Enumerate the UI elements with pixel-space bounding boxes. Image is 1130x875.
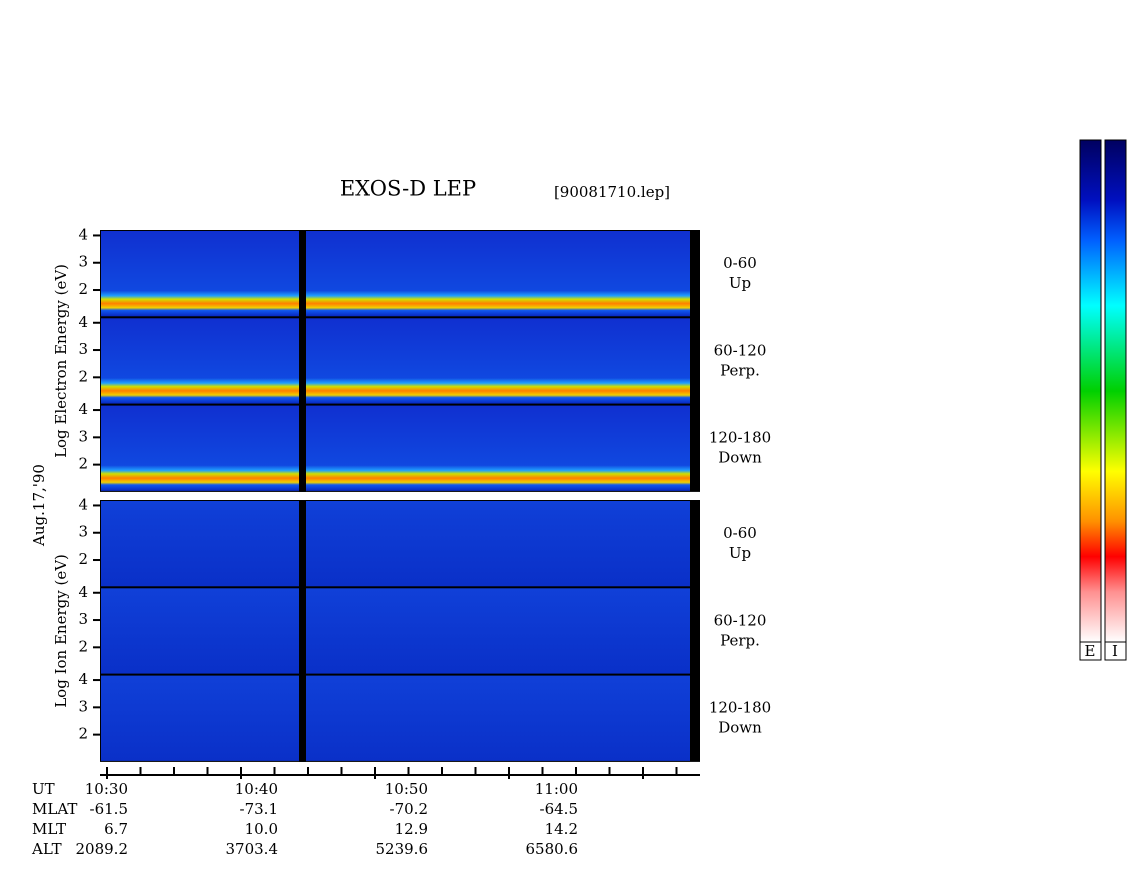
pitch-angle: 120-180 [709,429,771,447]
direction: Down [718,449,762,467]
y-tick-label: 3 [78,610,88,628]
y-tick-label: 3 [78,340,88,358]
spectrogram [101,405,690,491]
axis-label: Log Electron Energy (eV) [52,264,70,458]
colorbar [1079,139,1102,643]
y-tick-label: 3 [78,523,88,541]
pitch-angle: 0-60 [723,254,757,272]
cell: 5239.6 [376,840,429,858]
title: EXOS-D LEP [340,177,476,201]
direction: Up [729,544,751,562]
spectrogram [101,231,690,317]
colorbar-label: E [1085,642,1096,660]
y-tick-label: 4 [78,495,88,513]
row-label: ALT [31,840,62,858]
direction: Perp. [720,361,760,379]
direction: Down [718,719,762,737]
axis-label: Log Ion Energy (eV) [52,554,70,708]
colorbar-label: I [1112,642,1118,660]
cell: 10:50 [385,780,428,798]
data-gap [299,317,306,405]
cell: 6580.6 [526,840,579,858]
y-tick-label: 2 [78,637,88,655]
y-tick-label: 3 [78,427,88,445]
data-gap [299,230,306,318]
y-tick-label: 3 [78,253,88,271]
y-tick-label: 4 [78,670,88,688]
cell: 3703.4 [226,840,279,858]
y-tick-label: 4 [78,583,88,601]
y-tick-label: 4 [78,400,88,418]
spectrogram [101,318,690,404]
cell: 10:40 [235,780,278,798]
colorbar-label-box [1079,641,1102,661]
spectrogram [101,588,690,674]
colorbar-label-box [1104,641,1127,661]
row-label: UT [32,780,55,798]
pitch-angle: 60-120 [714,341,767,359]
pitch-angle: 120-180 [709,699,771,717]
y-tick-label: 2 [78,550,88,568]
data-gap [299,587,306,675]
y-tick-label: 4 [78,313,88,331]
file-name: [90081710.lep] [554,183,670,201]
cell: -64.5 [540,800,578,818]
cell: 10.0 [245,820,278,838]
y-tick-label: 4 [78,225,88,243]
cell: 6.7 [104,820,128,838]
colorbar [1104,139,1127,643]
data-gap [299,404,306,492]
pitch-angle: 60-120 [714,611,767,629]
cell: 14.2 [545,820,578,838]
cell: -61.5 [90,800,128,818]
y-tick-label: 2 [78,367,88,385]
cell: 2089.2 [76,840,129,858]
y-tick-label: 2 [78,455,88,473]
cell: -73.1 [240,800,278,818]
y-tick-label: 2 [78,725,88,743]
cell: -70.2 [390,800,428,818]
data-gap [299,674,306,762]
cell: 11:00 [535,780,578,798]
spectrogram [101,501,690,587]
direction: Up [729,274,751,292]
spectrogram [101,675,690,761]
y-tick-label: 2 [78,280,88,298]
data-gap [299,500,306,588]
direction: Perp. [720,631,760,649]
row-label: MLAT [32,800,77,818]
row-label: MLT [32,820,66,838]
cell: 10:30 [85,780,128,798]
cell: 12.9 [395,820,428,838]
date: Aug.17,'90 [30,464,48,547]
pitch-angle: 0-60 [723,524,757,542]
y-tick-label: 3 [78,697,88,715]
